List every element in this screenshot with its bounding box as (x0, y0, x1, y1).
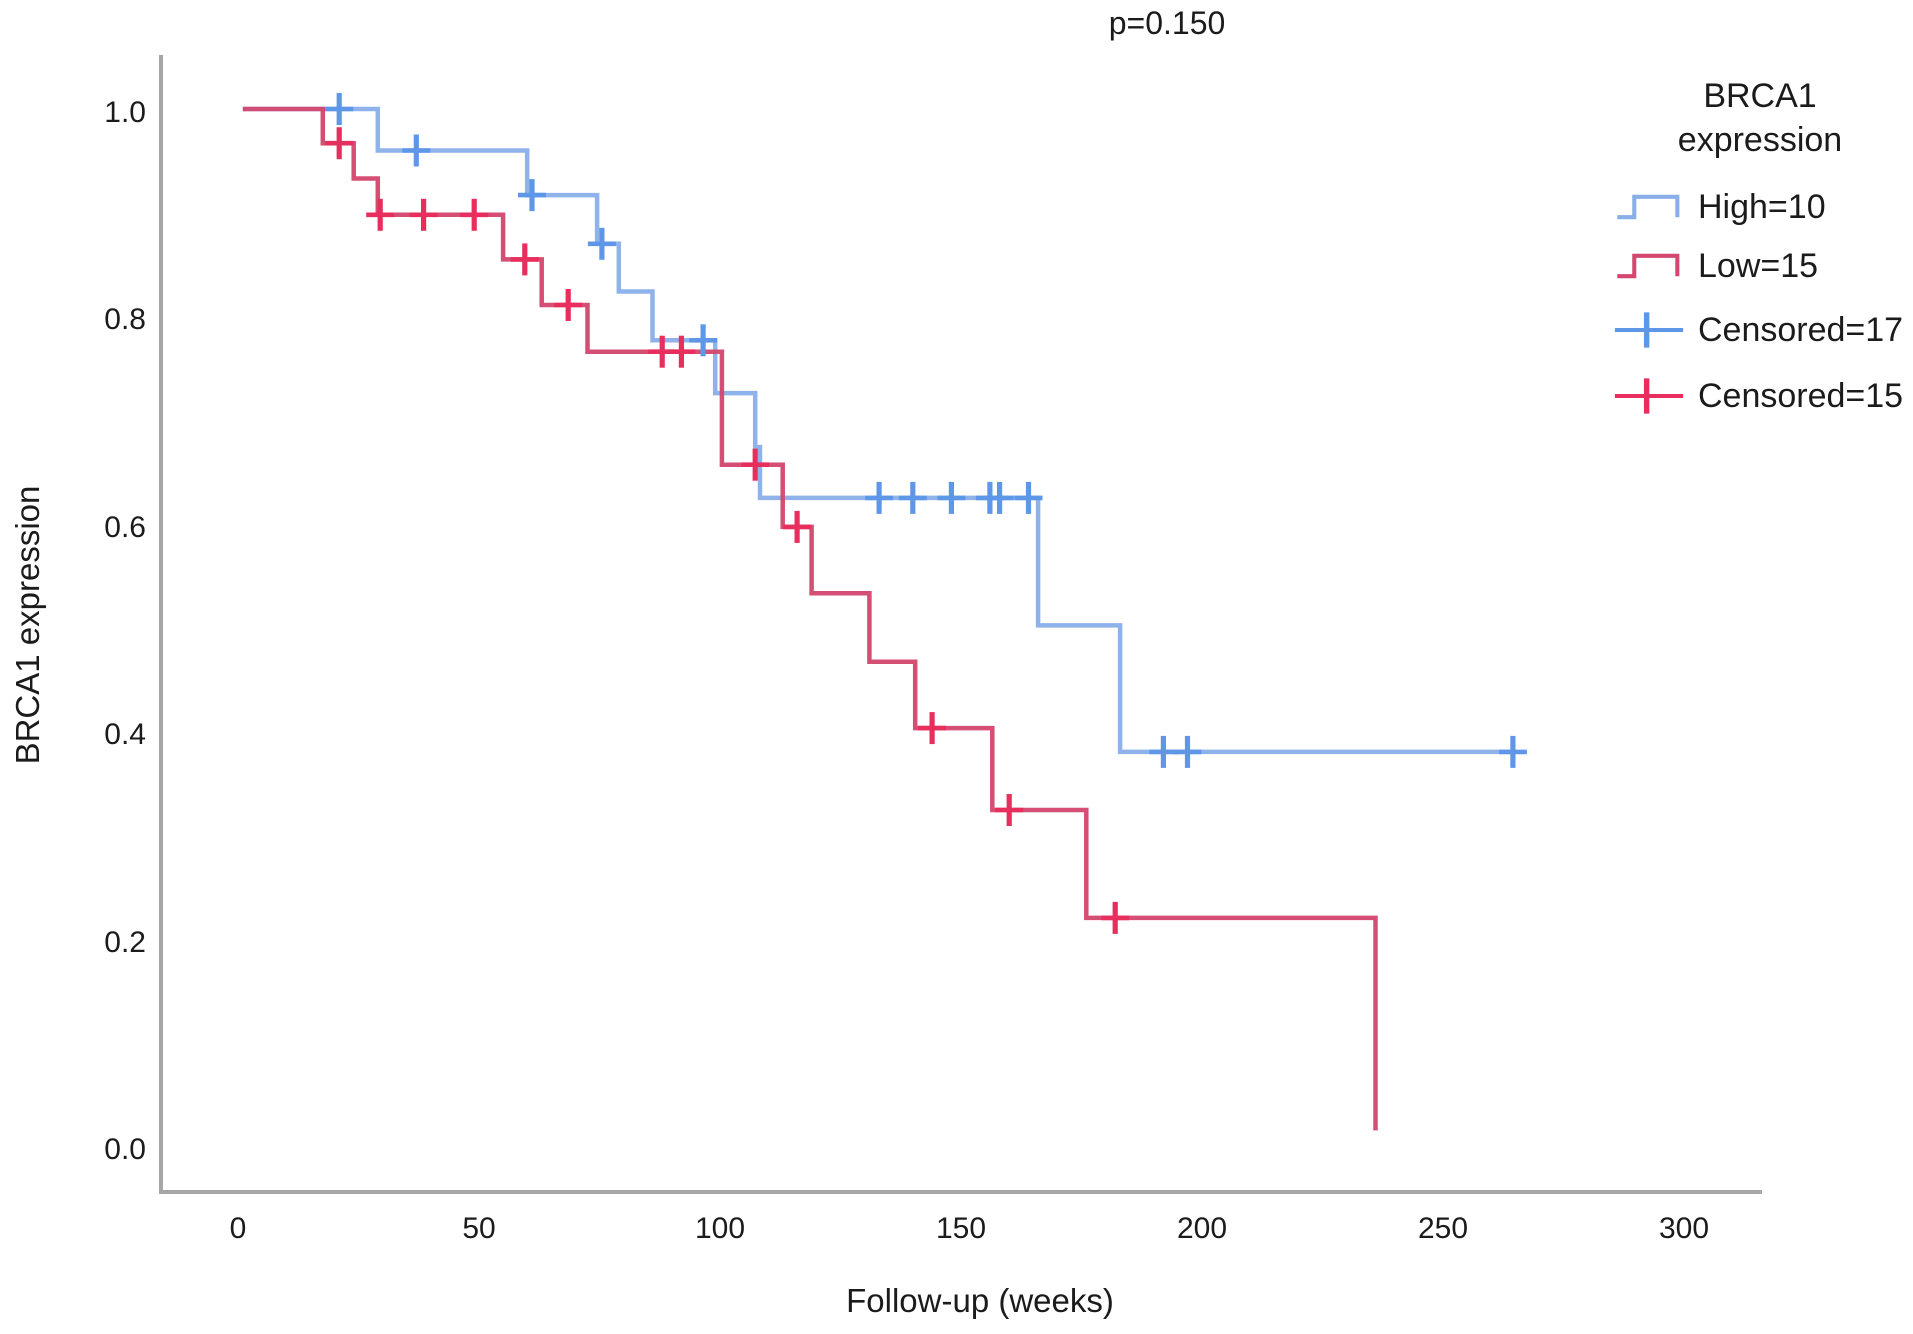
legend-item-censored-high: Censored=17 (1612, 308, 1903, 352)
x-tick-label-150: 150 (935, 1212, 987, 1245)
p-value-title: p=0.150 (1108, 5, 1226, 41)
y-tick-label-0.6: 0.6 (104, 510, 146, 544)
legend-title-line1: BRCA1 (1703, 77, 1817, 115)
low-survival-curve (242, 106, 1378, 1131)
legend-label-censored-high: Censored=17 (1698, 310, 1904, 349)
legend-title-line2: expression (1677, 121, 1843, 159)
low-step-glyph-icon (1617, 253, 1680, 279)
blue-censor-plus-icon (1614, 312, 1684, 348)
x-tick-label-250: 250 (1417, 1212, 1469, 1245)
x-tick-label-300: 300 (1658, 1212, 1710, 1245)
legend-label-censored-low: Censored=15 (1698, 376, 1904, 415)
legend-item-censored-low: Censored=15 (1612, 374, 1903, 418)
y-tick-label-0.0: 0.0 (104, 1133, 146, 1166)
legend-label-high: High=10 (1698, 187, 1826, 226)
y-tick-label-0.4: 0.4 (104, 718, 146, 752)
y-tick-label-0.2: 0.2 (104, 925, 146, 959)
high-step-glyph-icon (1617, 194, 1680, 220)
x-axis-title: Follow-up (weeks) (846, 1282, 1114, 1319)
high-survival-curve (242, 106, 1513, 755)
red-censor-plus-icon (1614, 378, 1684, 414)
y-tick-label-1.0: 1.0 (104, 96, 146, 129)
y-tick-label-0.8: 0.8 (104, 303, 146, 337)
x-tick-label-200: 200 (1176, 1212, 1228, 1245)
legend-item-high: High=10 (1612, 185, 1826, 229)
x-tick-label-50: 50 (462, 1212, 496, 1245)
legend-item-low: Low=15 (1612, 244, 1818, 288)
legend-label-low: Low=15 (1698, 246, 1819, 285)
x-tick-label-0: 0 (229, 1212, 247, 1245)
x-tick-label-100: 100 (694, 1212, 746, 1245)
